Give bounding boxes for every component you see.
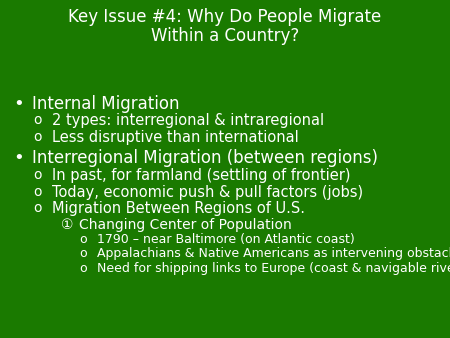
- Text: Key Issue #4: Why Do People Migrate: Key Issue #4: Why Do People Migrate: [68, 8, 382, 26]
- Text: Within a Country?: Within a Country?: [151, 27, 299, 45]
- Text: Appalachians & Native Americans as intervening obstacles: Appalachians & Native Americans as inter…: [97, 247, 450, 260]
- Text: 1790 – near Baltimore (on Atlantic coast): 1790 – near Baltimore (on Atlantic coast…: [97, 233, 355, 245]
- Text: o: o: [34, 113, 42, 127]
- Text: •: •: [14, 149, 24, 167]
- Text: •: •: [14, 95, 24, 113]
- Text: o: o: [79, 262, 86, 275]
- Text: 2 types: interregional & intraregional: 2 types: interregional & intraregional: [52, 113, 324, 128]
- Text: o: o: [34, 168, 42, 182]
- Text: Less disruptive than international: Less disruptive than international: [52, 130, 298, 145]
- Text: o: o: [79, 233, 86, 245]
- Text: Today, economic push & pull factors (jobs): Today, economic push & pull factors (job…: [52, 185, 363, 199]
- Text: o: o: [34, 130, 42, 144]
- Text: In past, for farmland (settling of frontier): In past, for farmland (settling of front…: [52, 168, 350, 183]
- Text: Migration Between Regions of U.S.: Migration Between Regions of U.S.: [52, 201, 305, 216]
- Text: o: o: [79, 247, 86, 260]
- Text: Interregional Migration (between regions): Interregional Migration (between regions…: [32, 149, 378, 167]
- Text: Changing Center of Population: Changing Center of Population: [79, 218, 292, 232]
- Text: o: o: [34, 201, 42, 215]
- Text: Need for shipping links to Europe (coast & navigable rivers): Need for shipping links to Europe (coast…: [97, 262, 450, 275]
- Text: ①: ①: [61, 218, 73, 232]
- Text: Internal Migration: Internal Migration: [32, 95, 179, 113]
- Text: o: o: [34, 185, 42, 198]
